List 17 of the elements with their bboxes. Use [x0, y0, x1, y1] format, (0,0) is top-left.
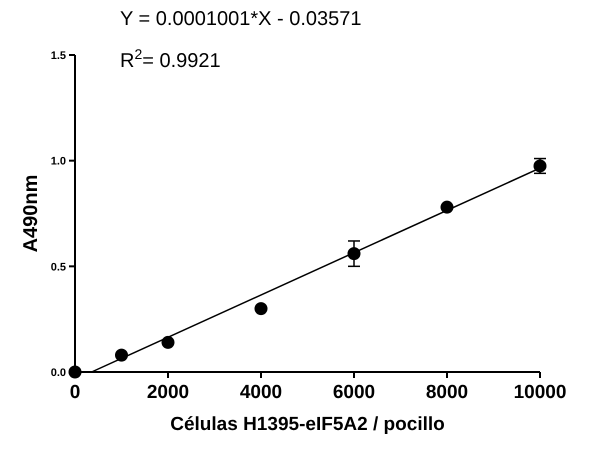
annotation: R$^{2}$= 0.9921: [120, 46, 221, 72]
x-tick-label: 2000: [146, 382, 190, 403]
text: Y = 0.0001001*X - 0.03571: [120, 8, 362, 30]
y-tick-label: 1.0: [50, 156, 66, 168]
y-tick-label: 0.0: [50, 367, 66, 379]
x-tick-label: 8000: [426, 382, 468, 403]
y-axis-title: A490nm: [20, 174, 42, 252]
point: [254, 302, 268, 316]
y-tick-label: 1.5: [50, 50, 66, 62]
x-tick-label: 0: [70, 382, 80, 403]
y-tick-label: 0.5: [50, 261, 66, 274]
point: [162, 336, 174, 349]
x-axis-title: Células H1395-eIF5A2 / pocillo: [170, 414, 445, 435]
point: [68, 366, 82, 378]
x-tick-label: 10000: [514, 382, 566, 403]
x-tick-label: 6000: [332, 382, 376, 403]
x-tick-label: 4000: [240, 382, 282, 403]
